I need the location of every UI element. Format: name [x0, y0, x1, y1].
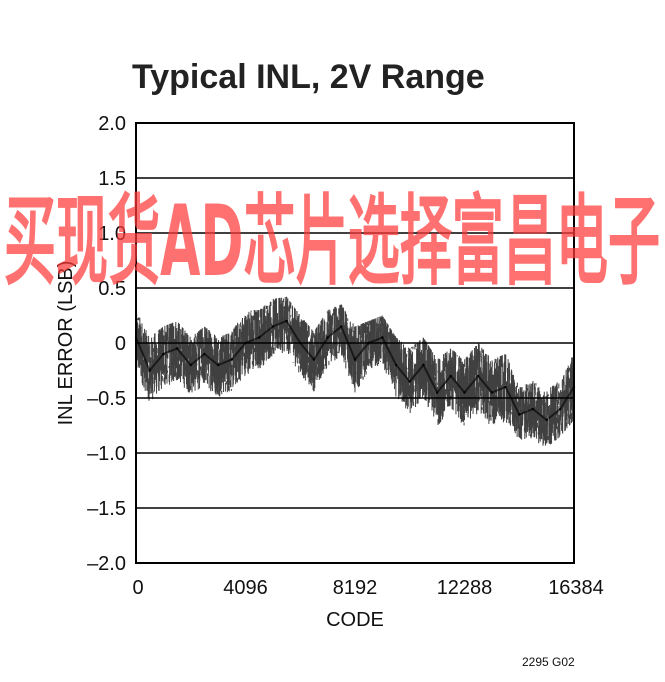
data-point — [518, 413, 521, 416]
data-point — [244, 341, 247, 345]
chart-title: Typical INL, 2V Range — [132, 58, 485, 96]
y-tick-label: –1.5 — [87, 498, 126, 520]
data-point — [257, 336, 261, 339]
x-tick-label: 0 — [132, 577, 143, 599]
y-tick-label: 0 — [115, 333, 126, 355]
x-axis-label: CODE — [326, 609, 384, 631]
data-point — [203, 352, 206, 356]
y-tick-label: –1.0 — [87, 443, 126, 465]
data-point — [490, 391, 494, 394]
x-tick-label: 16384 — [548, 577, 604, 599]
figure-id: 2295 G02 — [522, 655, 575, 669]
y-tick-label: –0.5 — [87, 388, 126, 410]
data-point — [463, 391, 466, 394]
y-tick-label: 2.0 — [98, 113, 126, 135]
y-axis-ticks: 2.0 1.5 1.0 0.5 0 –0.5 –1.0 –1.5 –2.0 — [87, 113, 126, 575]
y-tick-label: –2.0 — [87, 553, 126, 575]
x-tick-label: 8192 — [333, 577, 378, 599]
data-point — [162, 352, 165, 356]
data-point — [476, 374, 480, 378]
inl-noise — [135, 296, 575, 446]
data-point — [422, 363, 425, 367]
data-point — [285, 319, 288, 323]
data-point — [312, 358, 316, 361]
data-point — [504, 385, 507, 389]
y-tick-label: 0.5 — [98, 278, 126, 300]
data-point — [367, 341, 370, 345]
y-axis-label: INL ERROR (LSB) — [55, 261, 77, 426]
plot-frame — [135, 122, 575, 564]
data-point — [435, 391, 439, 394]
x-tick-label: 4096 — [223, 577, 268, 599]
data-point — [340, 325, 343, 328]
data-point — [545, 418, 548, 422]
y-tick-label: 1.5 — [98, 168, 126, 190]
data-point — [353, 358, 357, 361]
data-point — [175, 347, 179, 350]
data-point — [408, 380, 411, 383]
data-point — [216, 363, 220, 367]
data-point — [230, 358, 234, 361]
data-point — [148, 369, 151, 372]
data-point — [189, 363, 192, 367]
data-point — [531, 407, 535, 411]
watermark: 买现货AD芯片选择富昌电子 — [4, 185, 660, 299]
data-point — [299, 341, 302, 345]
data-point — [559, 407, 562, 411]
x-axis-ticks: 0 4096 8192 12288 16384 — [132, 577, 603, 599]
data-point — [381, 336, 384, 339]
data-point — [326, 336, 329, 339]
data-point — [394, 363, 398, 367]
data-point — [449, 374, 453, 378]
y-tick-label: 1.0 — [98, 223, 126, 245]
data-point — [271, 325, 275, 328]
x-tick-label: 12288 — [437, 577, 493, 599]
inl-trace — [134, 296, 576, 446]
